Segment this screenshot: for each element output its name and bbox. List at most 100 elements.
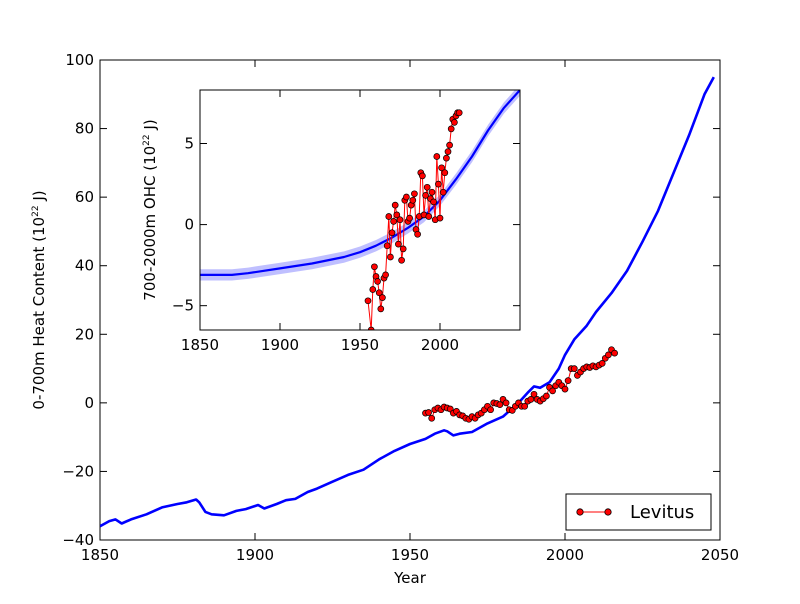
inset-levitus-point <box>390 218 397 225</box>
legend-swatch-marker-left <box>576 508 584 516</box>
inset-levitus-point <box>371 263 378 271</box>
main-levitus-point <box>561 385 569 393</box>
main-levitus-point <box>605 351 612 359</box>
inset-levitus-point <box>367 326 375 330</box>
inset-levitus-point <box>387 253 394 261</box>
inset-levitus-point <box>388 229 396 237</box>
main-levitus-point <box>521 402 529 410</box>
inset-x-tick-label: 1900 <box>261 336 299 354</box>
inset-levitus-point <box>411 190 418 198</box>
inset-levitus-point <box>439 188 447 196</box>
main-x-tick-label: 2050 <box>701 546 739 564</box>
main-levitus-point <box>496 401 504 408</box>
main-y-tick-label: 0 <box>84 394 94 412</box>
inset-levitus-point <box>419 172 426 180</box>
inset-levitus-point <box>438 164 445 172</box>
main-y-tick-label: 100 <box>65 51 94 69</box>
main-levitus-point <box>502 399 510 407</box>
inset-series-group <box>200 90 520 330</box>
inset-levitus-point <box>451 119 458 126</box>
inset-levitus-point <box>406 214 413 222</box>
main-y-label-prefix: 0-700m Heat Content (10 <box>30 217 48 410</box>
inset-levitus-point <box>433 153 441 160</box>
main-y-tick-label: −40 <box>62 531 94 549</box>
main-levitus-point <box>428 414 436 422</box>
main-series-group <box>100 76 715 528</box>
inset-levitus-point <box>444 148 452 155</box>
main-y-tick-label: −20 <box>62 462 94 480</box>
inset-y-tick-label: −5 <box>172 297 194 315</box>
main-levitus-point <box>549 387 556 395</box>
inset-levitus-point <box>364 297 372 305</box>
main-levitus-point <box>530 390 538 398</box>
inset-levitus-point <box>428 188 436 196</box>
inset-levitus-point <box>395 240 402 248</box>
main-y-tick-label: 80 <box>75 120 94 138</box>
main-y-label-suffix: J) <box>30 190 48 205</box>
legend-swatch-marker-right <box>604 508 612 516</box>
inset-y-label-exp: 22 <box>142 134 152 145</box>
main-x-tick-label: 1950 <box>391 546 429 564</box>
inset-x-tick-label: 1850 <box>181 336 219 354</box>
inset-levitus-point <box>385 213 393 220</box>
inset-y-axis-label: 700-2000m OHC (1022 J) <box>141 119 159 300</box>
inset-levitus-point <box>443 154 450 162</box>
main-levitus-point <box>564 377 572 384</box>
inset-levitus-point <box>425 213 433 220</box>
inset-levitus-point <box>430 198 437 206</box>
main-x-tick-label: 2000 <box>546 546 584 564</box>
inset-levitus-point <box>377 305 385 313</box>
main-levitus-point <box>543 392 550 400</box>
main-y-tick-label: 20 <box>75 325 94 343</box>
inset-levitus-point <box>374 278 381 285</box>
main-y-axis-label: 0-700m Heat Content (1022 J) <box>30 190 48 409</box>
inset-levitus-point <box>369 286 377 293</box>
inset-series <box>200 90 520 330</box>
inset-levitus-point <box>423 183 431 191</box>
inset-levitus-point <box>436 214 444 222</box>
inset-y-tick-label: 0 <box>184 216 194 234</box>
inset-levitus-point <box>446 141 453 149</box>
main-y-label-exp: 22 <box>31 205 41 216</box>
inset-levitus-point <box>403 193 410 201</box>
inset-levitus-point <box>414 230 421 238</box>
inset-levitus-point <box>422 192 429 199</box>
inset-levitus-point <box>393 211 401 219</box>
main-levitus-point <box>487 406 494 414</box>
main-x-tick-label: 1900 <box>236 546 274 564</box>
legend: Levitus <box>565 493 712 531</box>
legend-label-levitus: Levitus <box>630 502 694 523</box>
main-levitus-point <box>598 360 606 367</box>
inset-ticks: 1850 1900 1950 2000 −5 0 5 <box>172 90 520 354</box>
inset-levitus-point <box>396 216 404 224</box>
inset-levitus-point <box>399 245 407 253</box>
main-model-line <box>100 76 715 528</box>
inset-y-label-prefix: 700-2000m OHC (10 <box>141 146 159 301</box>
inset-levitus-point <box>375 289 383 297</box>
inset-x-tick-label: 2000 <box>421 336 459 354</box>
main-y-tick-label: 60 <box>75 188 94 206</box>
inset-levitus-point <box>441 169 449 177</box>
inset-levitus-point <box>447 125 455 133</box>
inset-levitus-point <box>383 242 391 250</box>
main-x-axis-label: Year <box>393 569 427 587</box>
main-levitus-point <box>570 365 578 372</box>
inset-y-tick-label: 5 <box>184 135 194 153</box>
inset-x-tick-label: 1950 <box>341 336 379 354</box>
inset-levitus-point <box>379 294 386 301</box>
inset-levitus-point <box>382 271 389 279</box>
inset-background <box>200 90 520 330</box>
main-levitus-point <box>611 349 618 357</box>
inset-levitus-point <box>398 256 405 264</box>
main-series <box>100 76 715 528</box>
main-levitus-point <box>425 409 432 416</box>
inset-levitus-point <box>455 109 463 117</box>
main-ticks: 1850 1900 1950 2000 2050 −40 −20 0 20 40 60 80 100 <box>62 51 739 564</box>
main-x-tick-label: 1850 <box>81 546 119 564</box>
inset-y-label-suffix: J) <box>141 119 159 134</box>
inset-levitus-point <box>435 180 442 188</box>
inset-levitus-point <box>391 201 399 209</box>
main-y-tick-label: 40 <box>75 257 94 275</box>
inset-levitus-point <box>409 196 417 204</box>
